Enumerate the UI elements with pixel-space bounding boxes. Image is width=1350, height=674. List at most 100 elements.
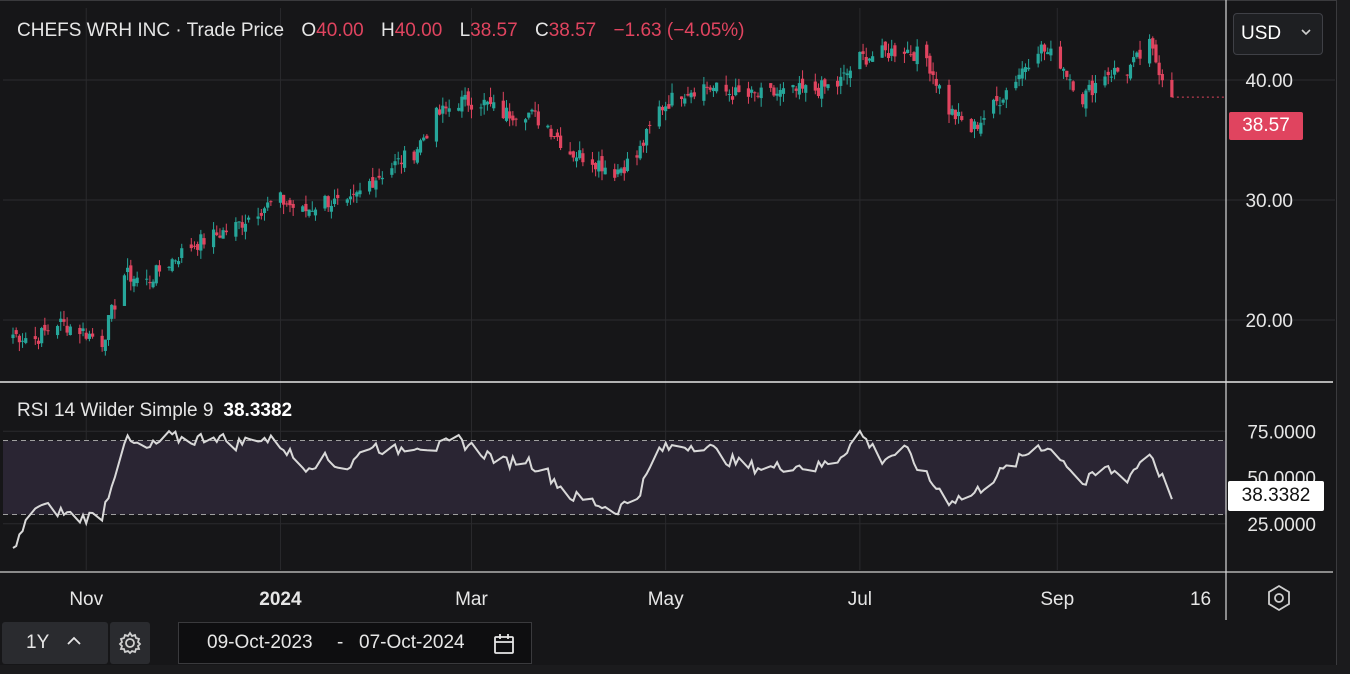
date-separator: - [337, 632, 344, 653]
candle [173, 259, 177, 265]
date-range-picker[interactable]: 09-Oct-2023 - 07-Oct-2024 [178, 622, 532, 664]
candle [902, 47, 907, 63]
candle [622, 160, 626, 181]
candle [581, 148, 585, 167]
candle [906, 41, 910, 54]
candle [982, 110, 986, 126]
candle [148, 275, 152, 290]
candle [1157, 55, 1161, 85]
candle [1128, 63, 1133, 81]
candle [756, 92, 760, 99]
candle [1049, 40, 1053, 62]
candle [635, 150, 639, 166]
candle [686, 86, 690, 97]
candle [937, 83, 942, 95]
candle [925, 41, 929, 67]
candle [1004, 87, 1008, 109]
candle [122, 273, 127, 307]
candle [221, 227, 225, 239]
candle [679, 96, 684, 107]
candle [380, 171, 384, 185]
range-label: 1Y [26, 632, 50, 653]
candle [511, 111, 515, 126]
candle [800, 70, 805, 93]
high-label: H [381, 20, 395, 41]
candle [1065, 70, 1069, 81]
candle [995, 86, 999, 106]
candle [110, 304, 114, 322]
chart-settings-button[interactable] [110, 622, 150, 664]
candle [332, 189, 337, 207]
open-value: 40.00 [316, 20, 364, 41]
candle [508, 103, 512, 127]
time-axis-label: 2024 [259, 589, 302, 610]
candle [259, 208, 263, 220]
candle [367, 178, 372, 195]
calendar-icon[interactable] [492, 632, 516, 656]
candle [396, 151, 400, 165]
candle [1039, 41, 1043, 62]
chevron-down-icon [1300, 25, 1312, 41]
candle [390, 162, 394, 178]
candle [797, 76, 801, 100]
candle [256, 207, 260, 226]
candle [1116, 67, 1120, 73]
candle [154, 264, 158, 286]
candle [559, 127, 563, 151]
candle [950, 105, 954, 116]
time-axis-label: Sep [1040, 589, 1074, 610]
candle [501, 91, 505, 120]
candle [998, 96, 1002, 115]
candle [1090, 75, 1094, 103]
date-from[interactable]: 09-Oct-2023 [207, 632, 313, 653]
candle [867, 57, 872, 63]
candle [772, 85, 776, 97]
candle [399, 155, 404, 174]
candle [791, 84, 795, 94]
candle [288, 197, 292, 213]
candle [657, 100, 661, 129]
rsi-band [3, 440, 1226, 515]
candle [1062, 67, 1066, 79]
candle [1068, 74, 1072, 90]
candle [708, 85, 712, 93]
candle [224, 223, 228, 236]
candle [46, 324, 50, 335]
candle [355, 190, 359, 204]
candle [778, 83, 782, 106]
candle [530, 108, 534, 115]
candle [135, 271, 139, 287]
currency-select[interactable]: USD [1233, 13, 1323, 55]
rsi-axis-label: 75.0000 [1247, 422, 1316, 443]
candle [979, 116, 983, 137]
candle [68, 324, 72, 336]
candle [466, 87, 470, 112]
candle [845, 68, 849, 85]
candle [715, 82, 719, 94]
candle [145, 269, 149, 286]
candle [660, 105, 665, 115]
candle [890, 39, 894, 62]
candle [192, 241, 197, 250]
range-selector-button[interactable]: 1Y [2, 622, 108, 664]
candle [613, 163, 617, 182]
series-label: Trade Price [186, 20, 285, 41]
candle [211, 222, 216, 254]
candle [883, 41, 887, 57]
date-to[interactable]: 07-Oct-2024 [359, 632, 465, 653]
candle [215, 225, 219, 237]
candle [479, 103, 483, 116]
candle [488, 87, 493, 107]
candle [571, 150, 575, 162]
candle [727, 89, 731, 102]
candle [291, 200, 295, 216]
settings-icon[interactable] [1264, 583, 1294, 613]
candle [1138, 40, 1142, 66]
candle [285, 201, 289, 207]
candle [590, 151, 595, 173]
candle [504, 100, 509, 123]
candle [55, 324, 60, 339]
candle [447, 99, 451, 117]
candle [126, 258, 130, 281]
